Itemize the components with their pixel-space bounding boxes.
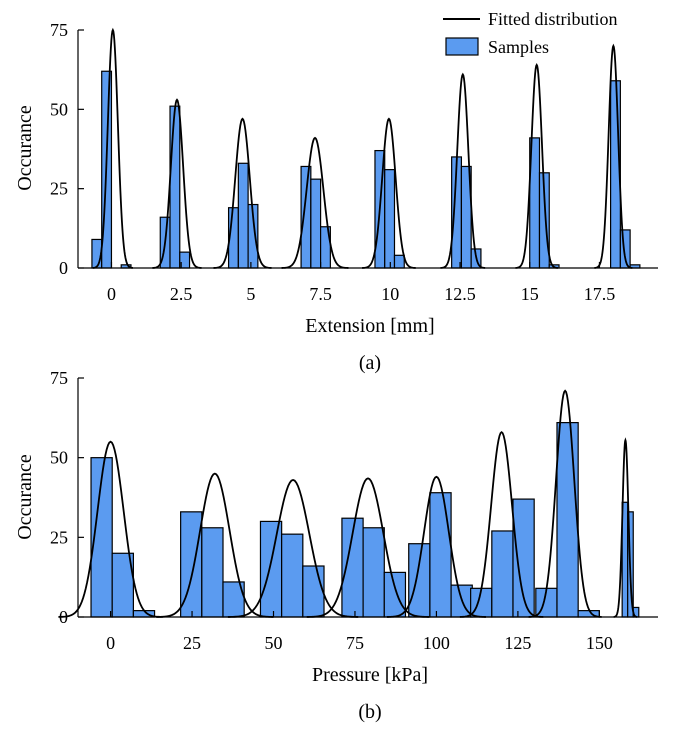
panel-b-curves — [58, 389, 638, 618]
panel-b-axes — [77, 377, 658, 618]
legend: Fitted distribution Samples — [443, 9, 618, 57]
histogram-bar — [556, 422, 579, 618]
x-tick-label: 50 — [265, 633, 283, 653]
panel-b-tick-labels: 0 25 50 75 0 25 50 75 100 125 150 — [50, 368, 613, 653]
x-tick-label: 5 — [246, 284, 255, 304]
panel-b: 0 25 50 75 0 25 50 75 100 125 150 Occurance Pressu… — [14, 368, 658, 723]
panel-a-xlabel: Extension [mm] — [305, 315, 434, 337]
x-tick-label: 0 — [107, 284, 116, 304]
fitted-distribution-curve — [528, 389, 602, 618]
fitted-distribution-curve — [58, 440, 163, 618]
fitted-distribution-curve — [213, 117, 272, 269]
x-tick-label: 25 — [183, 633, 201, 653]
legend-bar-label: Samples — [488, 37, 549, 57]
x-tick-label: 150 — [586, 633, 613, 653]
panel-a: 0 25 50 75 0 2.5 5 7.5 10 12.5 15 17.5 Occurance Ex… — [14, 9, 658, 374]
histogram-bar — [169, 105, 181, 269]
x-tick-label: 12.5 — [444, 284, 476, 304]
panel-b-ylabel: Occurance — [14, 454, 36, 540]
histogram-bar — [491, 530, 514, 618]
fitted-distribution-curve — [440, 72, 486, 269]
histogram-bar — [300, 165, 312, 269]
panel-a-ylabel: Occurance — [14, 105, 36, 191]
y-tick-label: 0 — [59, 258, 68, 278]
fitted-distribution-curve — [281, 136, 349, 269]
histogram-bar — [408, 543, 431, 618]
panel-b-bars — [90, 422, 640, 618]
panel-b-xlabel: Pressure [kPa] — [312, 664, 428, 686]
x-tick-label: 100 — [423, 633, 450, 653]
fitted-distribution-curve — [613, 437, 638, 618]
legend-bar-swatch — [445, 37, 479, 56]
x-tick-label: 2.5 — [170, 284, 193, 304]
histogram-bar — [310, 178, 322, 269]
y-tick-label: 0 — [59, 607, 68, 627]
panel-a-axes — [77, 29, 658, 269]
fitted-distribution-curve — [156, 472, 274, 618]
y-tick-label: 25 — [50, 179, 68, 199]
fitted-distribution-curve — [386, 475, 486, 618]
y-tick-label: 50 — [50, 99, 68, 119]
fitted-distribution-curve — [152, 98, 202, 269]
x-tick-label: 7.5 — [309, 284, 332, 304]
y-tick-label: 25 — [50, 527, 68, 547]
panel-a-bars — [91, 70, 641, 269]
fitted-distribution-curve — [306, 477, 430, 618]
legend-curve-label: Fitted distribution — [488, 9, 618, 29]
histogram-bar — [201, 527, 224, 618]
x-tick-label: 10 — [381, 284, 399, 304]
y-tick-label: 75 — [50, 368, 68, 388]
fitted-distribution-curve — [459, 430, 544, 618]
histogram-bar — [393, 254, 405, 269]
fitted-distribution-curve — [362, 117, 416, 269]
histogram-bar — [429, 492, 452, 618]
x-tick-label: 17.5 — [584, 284, 616, 304]
x-tick-label: 125 — [504, 633, 531, 653]
y-tick-label: 50 — [50, 448, 68, 468]
histogram-bar — [302, 565, 325, 618]
histogram-bar — [362, 527, 385, 618]
histogram-bar — [281, 533, 304, 618]
histogram-bar — [384, 169, 396, 269]
x-tick-label: 75 — [346, 633, 364, 653]
panel-a-tick-labels: 0 25 50 75 0 2.5 5 7.5 10 12.5 15 17.5 — [50, 20, 615, 304]
histogram-bar — [383, 571, 407, 618]
panel-a-caption: (a) — [359, 352, 381, 374]
x-tick-label: 0 — [106, 633, 115, 653]
panel-b-caption: (b) — [358, 701, 381, 723]
fitted-distribution-curve — [227, 478, 359, 618]
fitted-distribution-curve — [92, 27, 134, 269]
x-tick-label: 15 — [521, 284, 539, 304]
histogram-bar — [259, 520, 283, 618]
fitted-distribution-curve — [594, 43, 633, 269]
panel-a-curves — [92, 27, 633, 269]
histogram-bar — [237, 162, 249, 269]
y-tick-label: 75 — [50, 20, 68, 40]
fitted-distribution-curve — [515, 62, 558, 269]
